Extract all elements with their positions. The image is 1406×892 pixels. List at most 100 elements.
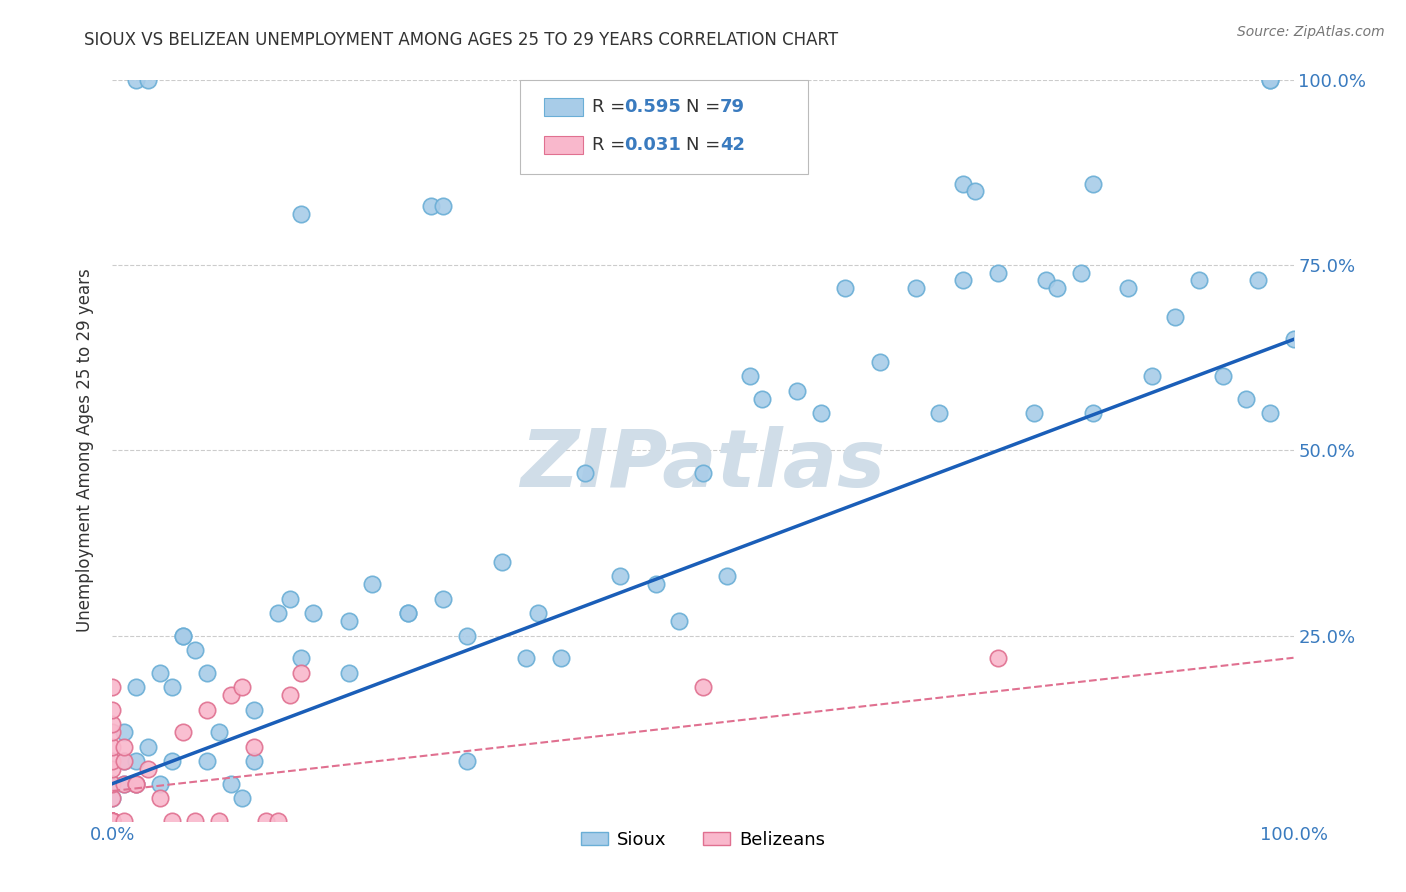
Point <box>904 280 927 294</box>
Text: 0.595: 0.595 <box>624 98 681 116</box>
Point <box>101 814 124 828</box>
Point <box>231 681 253 695</box>
Point <box>1140 369 1163 384</box>
Point <box>716 569 738 583</box>
Text: Source: ZipAtlas.com: Source: ZipAtlas.com <box>1237 25 1385 39</box>
Point <box>112 776 135 791</box>
Point <box>172 724 194 739</box>
Point <box>254 814 277 828</box>
Point <box>208 814 231 828</box>
Point <box>456 628 478 642</box>
Text: N =: N = <box>686 98 725 116</box>
Point <box>184 814 207 828</box>
Point <box>101 814 124 828</box>
Point <box>219 776 242 791</box>
Point <box>1022 407 1045 421</box>
Point <box>1234 392 1257 406</box>
Point <box>834 280 856 294</box>
Point <box>243 703 266 717</box>
Point <box>987 650 1010 665</box>
Point <box>195 755 218 769</box>
Point <box>112 724 135 739</box>
Point <box>101 776 124 791</box>
Text: N =: N = <box>686 136 725 154</box>
Point <box>1164 310 1187 325</box>
Text: ZIPatlas: ZIPatlas <box>520 426 886 504</box>
Point <box>692 681 714 695</box>
Legend: Sioux, Belizeans: Sioux, Belizeans <box>574 823 832 856</box>
Point <box>1188 273 1211 287</box>
Point <box>278 688 301 702</box>
Point <box>172 628 194 642</box>
Point <box>101 703 124 717</box>
Point <box>112 755 135 769</box>
Point <box>1258 73 1281 87</box>
Point <box>1046 280 1069 294</box>
Point <box>869 354 891 368</box>
Point <box>267 607 290 621</box>
Point <box>751 392 773 406</box>
Point <box>491 555 513 569</box>
Point <box>184 643 207 657</box>
Point <box>243 755 266 769</box>
Point <box>290 665 312 680</box>
Point <box>112 776 135 791</box>
Point <box>432 199 454 213</box>
Text: 0.031: 0.031 <box>624 136 681 154</box>
Point <box>208 724 231 739</box>
Point <box>112 739 135 754</box>
Point <box>278 591 301 606</box>
Text: R =: R = <box>592 98 631 116</box>
Text: R =: R = <box>592 136 631 154</box>
Point <box>1258 73 1281 87</box>
Point <box>396 607 419 621</box>
Point <box>125 73 148 87</box>
Y-axis label: Unemployment Among Ages 25 to 29 years: Unemployment Among Ages 25 to 29 years <box>76 268 94 632</box>
Point <box>112 814 135 828</box>
Point <box>337 614 360 628</box>
Point <box>101 776 124 791</box>
Point <box>125 776 148 791</box>
Point <box>101 814 124 828</box>
Point <box>101 739 124 754</box>
Point <box>101 791 124 805</box>
Point <box>302 607 325 621</box>
Point <box>136 762 159 776</box>
Point <box>668 614 690 628</box>
Point <box>136 739 159 754</box>
Point <box>337 665 360 680</box>
Point <box>125 755 148 769</box>
Point <box>231 791 253 805</box>
Point <box>125 776 148 791</box>
Point <box>112 755 135 769</box>
Point <box>786 384 808 399</box>
Point <box>1116 280 1139 294</box>
Point <box>101 791 124 805</box>
Point <box>432 591 454 606</box>
Point <box>952 273 974 287</box>
Point <box>136 73 159 87</box>
Point <box>574 466 596 480</box>
Point <box>101 762 124 776</box>
Point <box>149 791 172 805</box>
Point <box>101 755 124 769</box>
Point <box>160 755 183 769</box>
Point <box>928 407 950 421</box>
Point <box>101 724 124 739</box>
Point <box>609 569 631 583</box>
Point <box>219 688 242 702</box>
Point <box>550 650 572 665</box>
Point <box>644 576 666 591</box>
Point <box>420 199 443 213</box>
Point <box>101 814 124 828</box>
Point <box>1081 407 1104 421</box>
Point <box>160 814 183 828</box>
Point <box>267 814 290 828</box>
Point <box>1070 266 1092 280</box>
Point <box>987 266 1010 280</box>
Point <box>195 703 218 717</box>
Point <box>361 576 384 591</box>
Point <box>1282 332 1305 346</box>
Point <box>963 184 986 198</box>
Point <box>160 681 183 695</box>
